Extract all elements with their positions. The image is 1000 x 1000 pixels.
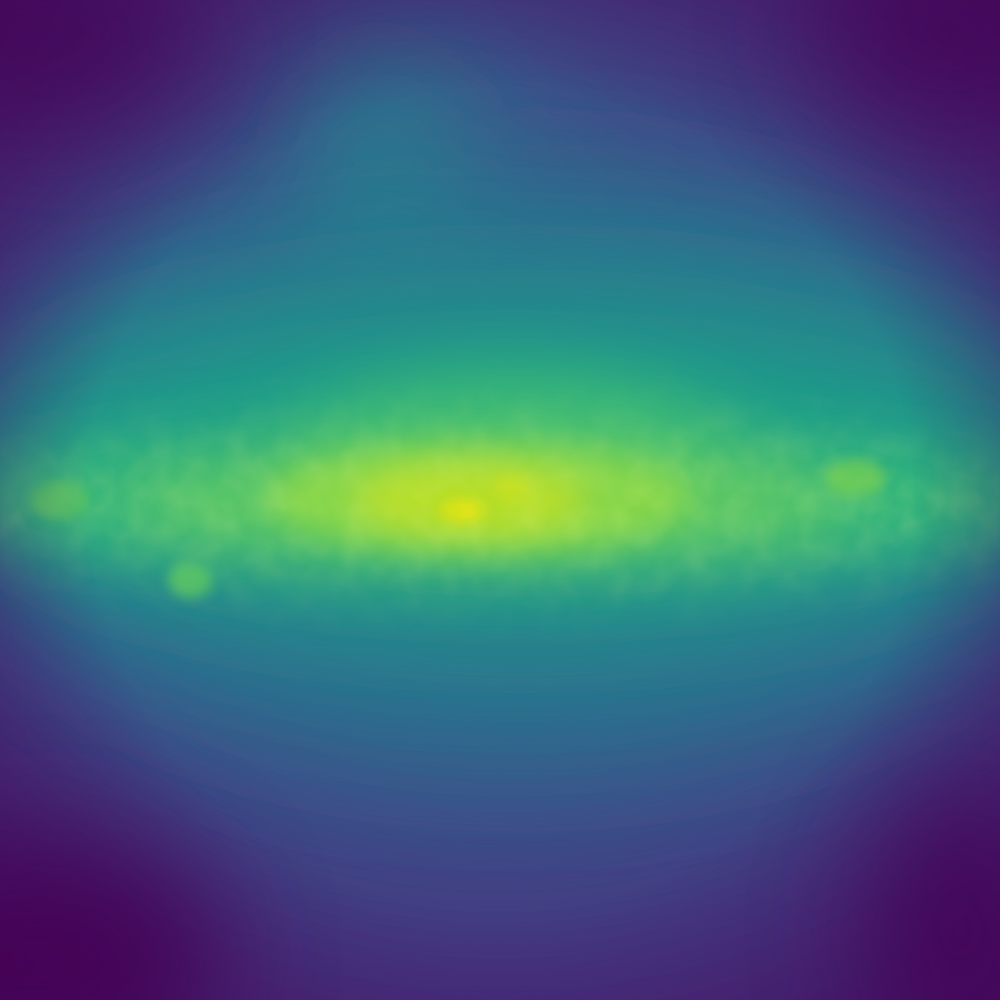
density-map-svg <box>0 0 1000 1000</box>
dark-corners <box>0 0 1000 1000</box>
vignette <box>0 0 1000 1000</box>
galactic-density-image <box>0 0 1000 1000</box>
